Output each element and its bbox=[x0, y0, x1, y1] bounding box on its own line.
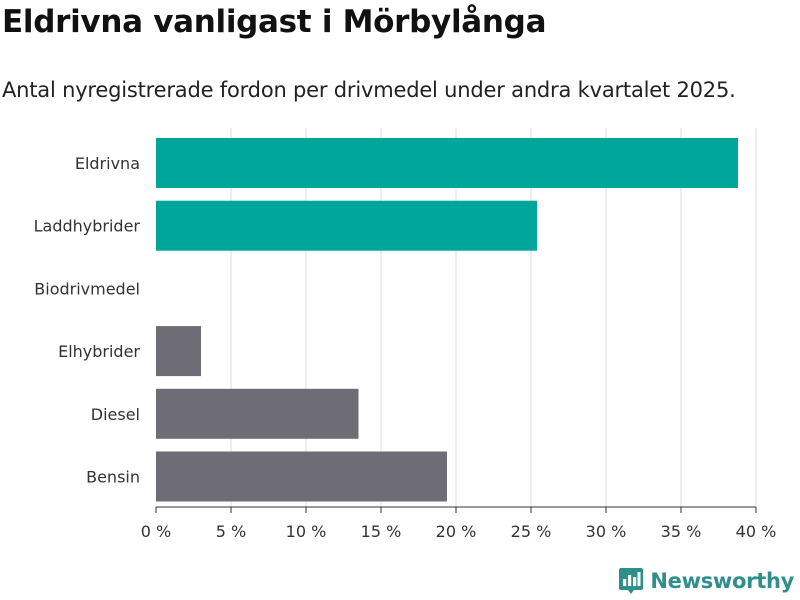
x-tick-label: 40 % bbox=[736, 522, 777, 541]
x-tick-label: 25 % bbox=[511, 522, 552, 541]
bar-eldrivna bbox=[156, 138, 738, 188]
x-tick-label: 5 % bbox=[216, 522, 246, 541]
x-tick-label: 20 % bbox=[436, 522, 477, 541]
chart-subtitle: Antal nyregistrerade fordon per drivmede… bbox=[2, 78, 736, 102]
category-label: Diesel bbox=[91, 405, 140, 424]
bars bbox=[156, 138, 738, 502]
newsworthy-brand: Newsworthy bbox=[618, 566, 794, 596]
category-label: Eldrivna bbox=[75, 154, 140, 173]
category-label: Laddhybrider bbox=[34, 217, 141, 236]
x-tick-label: 35 % bbox=[661, 522, 702, 541]
category-label: Elhybrider bbox=[58, 342, 140, 361]
x-tick-label: 30 % bbox=[586, 522, 627, 541]
brand-name: Newsworthy bbox=[650, 569, 794, 593]
category-label: Biodrivmedel bbox=[34, 279, 140, 298]
chart-title: Eldrivna vanligast i Mörbylånga bbox=[2, 4, 547, 40]
x-tick-label: 15 % bbox=[361, 522, 402, 541]
bar-diesel bbox=[156, 388, 359, 439]
category-label: Bensin bbox=[86, 468, 140, 487]
gridlines bbox=[230, 128, 757, 507]
x-axis: 0 % 5 % 10 % 15 % 20 % 25 % 30 % 35 % 40 % bbox=[141, 506, 777, 541]
bar-elhybrider bbox=[156, 326, 201, 377]
bar-chart-logo-icon bbox=[619, 568, 644, 594]
x-tick-label: 0 % bbox=[141, 522, 171, 541]
bar-bensin bbox=[156, 451, 447, 502]
x-tick-label: 10 % bbox=[286, 522, 327, 541]
category-labels: Eldrivna Laddhybrider Biodrivmedel Elhybrid… bbox=[34, 154, 141, 487]
bar-laddhybrider bbox=[156, 200, 537, 251]
